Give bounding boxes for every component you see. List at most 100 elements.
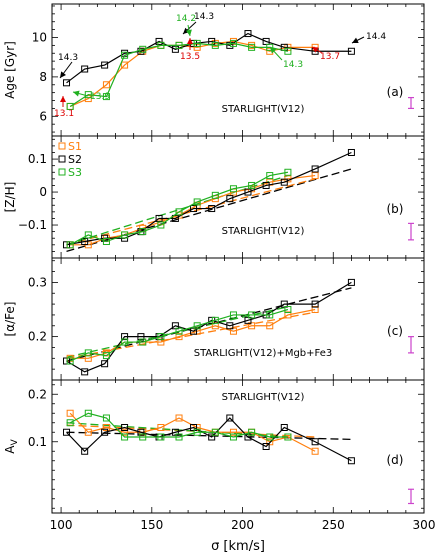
data-point-s2 bbox=[190, 327, 198, 335]
data-point-s2 bbox=[190, 205, 198, 213]
legend-label-s2: S2 bbox=[68, 153, 82, 166]
data-point-s3 bbox=[248, 181, 256, 189]
data-point-s2 bbox=[171, 428, 179, 436]
annotation-label: 14.3 bbox=[283, 60, 303, 70]
data-point-s2 bbox=[244, 188, 252, 196]
data-point-s3 bbox=[102, 414, 110, 422]
series-line-s3 bbox=[69, 42, 289, 107]
legend-marker-s3 bbox=[58, 168, 66, 176]
panel-frame bbox=[51, 3, 425, 137]
data-point-s2 bbox=[63, 357, 71, 365]
data-point-s1 bbox=[121, 61, 129, 69]
x-tick-label: 300 bbox=[413, 518, 436, 532]
data-point-s2 bbox=[311, 165, 319, 173]
data-point-s2 bbox=[244, 316, 252, 324]
annotation-label: 14.2 bbox=[176, 14, 196, 24]
x-tick-label: 100 bbox=[50, 518, 73, 532]
data-point-s2 bbox=[347, 47, 355, 55]
data-point-s3 bbox=[84, 91, 92, 99]
data-point-s2 bbox=[311, 300, 319, 308]
legend-label-s1: S1 bbox=[68, 140, 82, 153]
legend-marker-s1 bbox=[58, 142, 66, 150]
data-point-s2 bbox=[347, 148, 355, 156]
data-point-s2 bbox=[262, 37, 270, 45]
annotation-label: 14.3 bbox=[194, 12, 214, 22]
data-point-s3 bbox=[248, 428, 256, 436]
legend-label-s3: S3 bbox=[68, 166, 82, 179]
fit-line-s1 bbox=[66, 178, 316, 246]
data-point-s2 bbox=[280, 424, 288, 431]
data-point-s3 bbox=[84, 231, 92, 239]
data-point-s3 bbox=[266, 172, 274, 180]
panel-label: (a) bbox=[387, 85, 404, 99]
data-point-s2 bbox=[280, 178, 288, 186]
data-point-s2 bbox=[63, 428, 71, 436]
data-point-s3 bbox=[139, 45, 147, 53]
series-line-s2 bbox=[66, 151, 352, 246]
data-point-s3 bbox=[139, 338, 147, 346]
data-point-s1 bbox=[311, 447, 319, 455]
y-axis-label: [Z/H] bbox=[3, 182, 17, 213]
y-tick-label: 8 bbox=[39, 70, 47, 84]
x-tick-label: 150 bbox=[140, 518, 163, 532]
data-point-s3 bbox=[84, 349, 92, 357]
panel-c: 0.2 0.3 [α/Fe] STARLIGHT(V12)+Mgb+Fe3 (c) bbox=[3, 257, 425, 381]
data-point-s2 bbox=[347, 457, 355, 465]
annotation-arrowhead bbox=[187, 38, 193, 44]
data-point-s2 bbox=[311, 438, 319, 446]
series-line-s3 bbox=[69, 171, 289, 246]
panel-label: (b) bbox=[387, 202, 404, 216]
data-point-s2 bbox=[171, 214, 179, 222]
y-tick-label: 0 bbox=[39, 185, 47, 199]
data-point-s1 bbox=[248, 322, 256, 330]
annotation-arrowhead bbox=[60, 96, 66, 102]
data-point-s2 bbox=[280, 300, 288, 308]
data-point-s3 bbox=[284, 168, 292, 176]
fit-line-s1 bbox=[66, 311, 316, 359]
data-point-s3 bbox=[229, 433, 237, 441]
annotation-arrowhead bbox=[185, 29, 192, 36]
data-point-s1 bbox=[157, 424, 165, 431]
data-point-s3 bbox=[266, 311, 274, 319]
y-tick-label: 0.2 bbox=[28, 330, 47, 344]
panel-subtitle: STARLIGHT(V12) bbox=[222, 104, 305, 115]
data-point-s3 bbox=[121, 231, 129, 239]
data-point-s3 bbox=[211, 191, 219, 199]
data-point-s2 bbox=[101, 360, 109, 368]
annotation-label: 14.4 bbox=[366, 32, 386, 42]
y-tick-label: 0.3 bbox=[28, 275, 47, 289]
data-point-s3 bbox=[229, 311, 237, 319]
data-point-s2 bbox=[137, 428, 145, 436]
data-point-s1 bbox=[311, 306, 319, 314]
data-point-s2 bbox=[63, 79, 71, 87]
data-point-s2 bbox=[262, 181, 270, 189]
data-point-s2 bbox=[101, 428, 109, 436]
y-tick-label: 0.1 bbox=[28, 152, 47, 166]
data-point-s3 bbox=[211, 41, 219, 49]
data-point-s3 bbox=[229, 39, 237, 47]
y-tick-label: 0.2 bbox=[28, 387, 47, 401]
data-point-s1 bbox=[229, 428, 237, 436]
data-point-s3 bbox=[229, 185, 237, 193]
data-point-s3 bbox=[193, 322, 201, 330]
data-point-s3 bbox=[248, 43, 256, 51]
y-tick-label: 10 bbox=[32, 30, 47, 44]
data-point-s3 bbox=[175, 41, 183, 49]
data-point-s3 bbox=[121, 338, 129, 346]
data-point-s3 bbox=[157, 333, 165, 341]
data-point-s3 bbox=[66, 102, 74, 110]
data-point-s3 bbox=[284, 47, 292, 55]
data-point-s1 bbox=[84, 354, 92, 362]
series-line-s2 bbox=[66, 417, 352, 462]
data-point-s2 bbox=[190, 424, 198, 431]
data-point-s1 bbox=[157, 338, 165, 346]
data-point-s3 bbox=[121, 51, 129, 59]
data-point-s3 bbox=[175, 327, 183, 335]
annotation-arrowhead bbox=[312, 47, 319, 53]
legend-marker-s2 bbox=[58, 155, 66, 163]
data-point-s2 bbox=[155, 37, 163, 45]
data-point-s2 bbox=[171, 45, 179, 53]
data-point-s3 bbox=[84, 409, 92, 417]
series-line-s3 bbox=[69, 308, 289, 362]
